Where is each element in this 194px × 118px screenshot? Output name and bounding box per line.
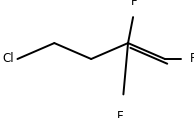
Text: F: F — [190, 53, 194, 65]
Text: F: F — [131, 0, 137, 8]
Text: Cl: Cl — [2, 53, 14, 65]
Text: F: F — [117, 110, 124, 118]
